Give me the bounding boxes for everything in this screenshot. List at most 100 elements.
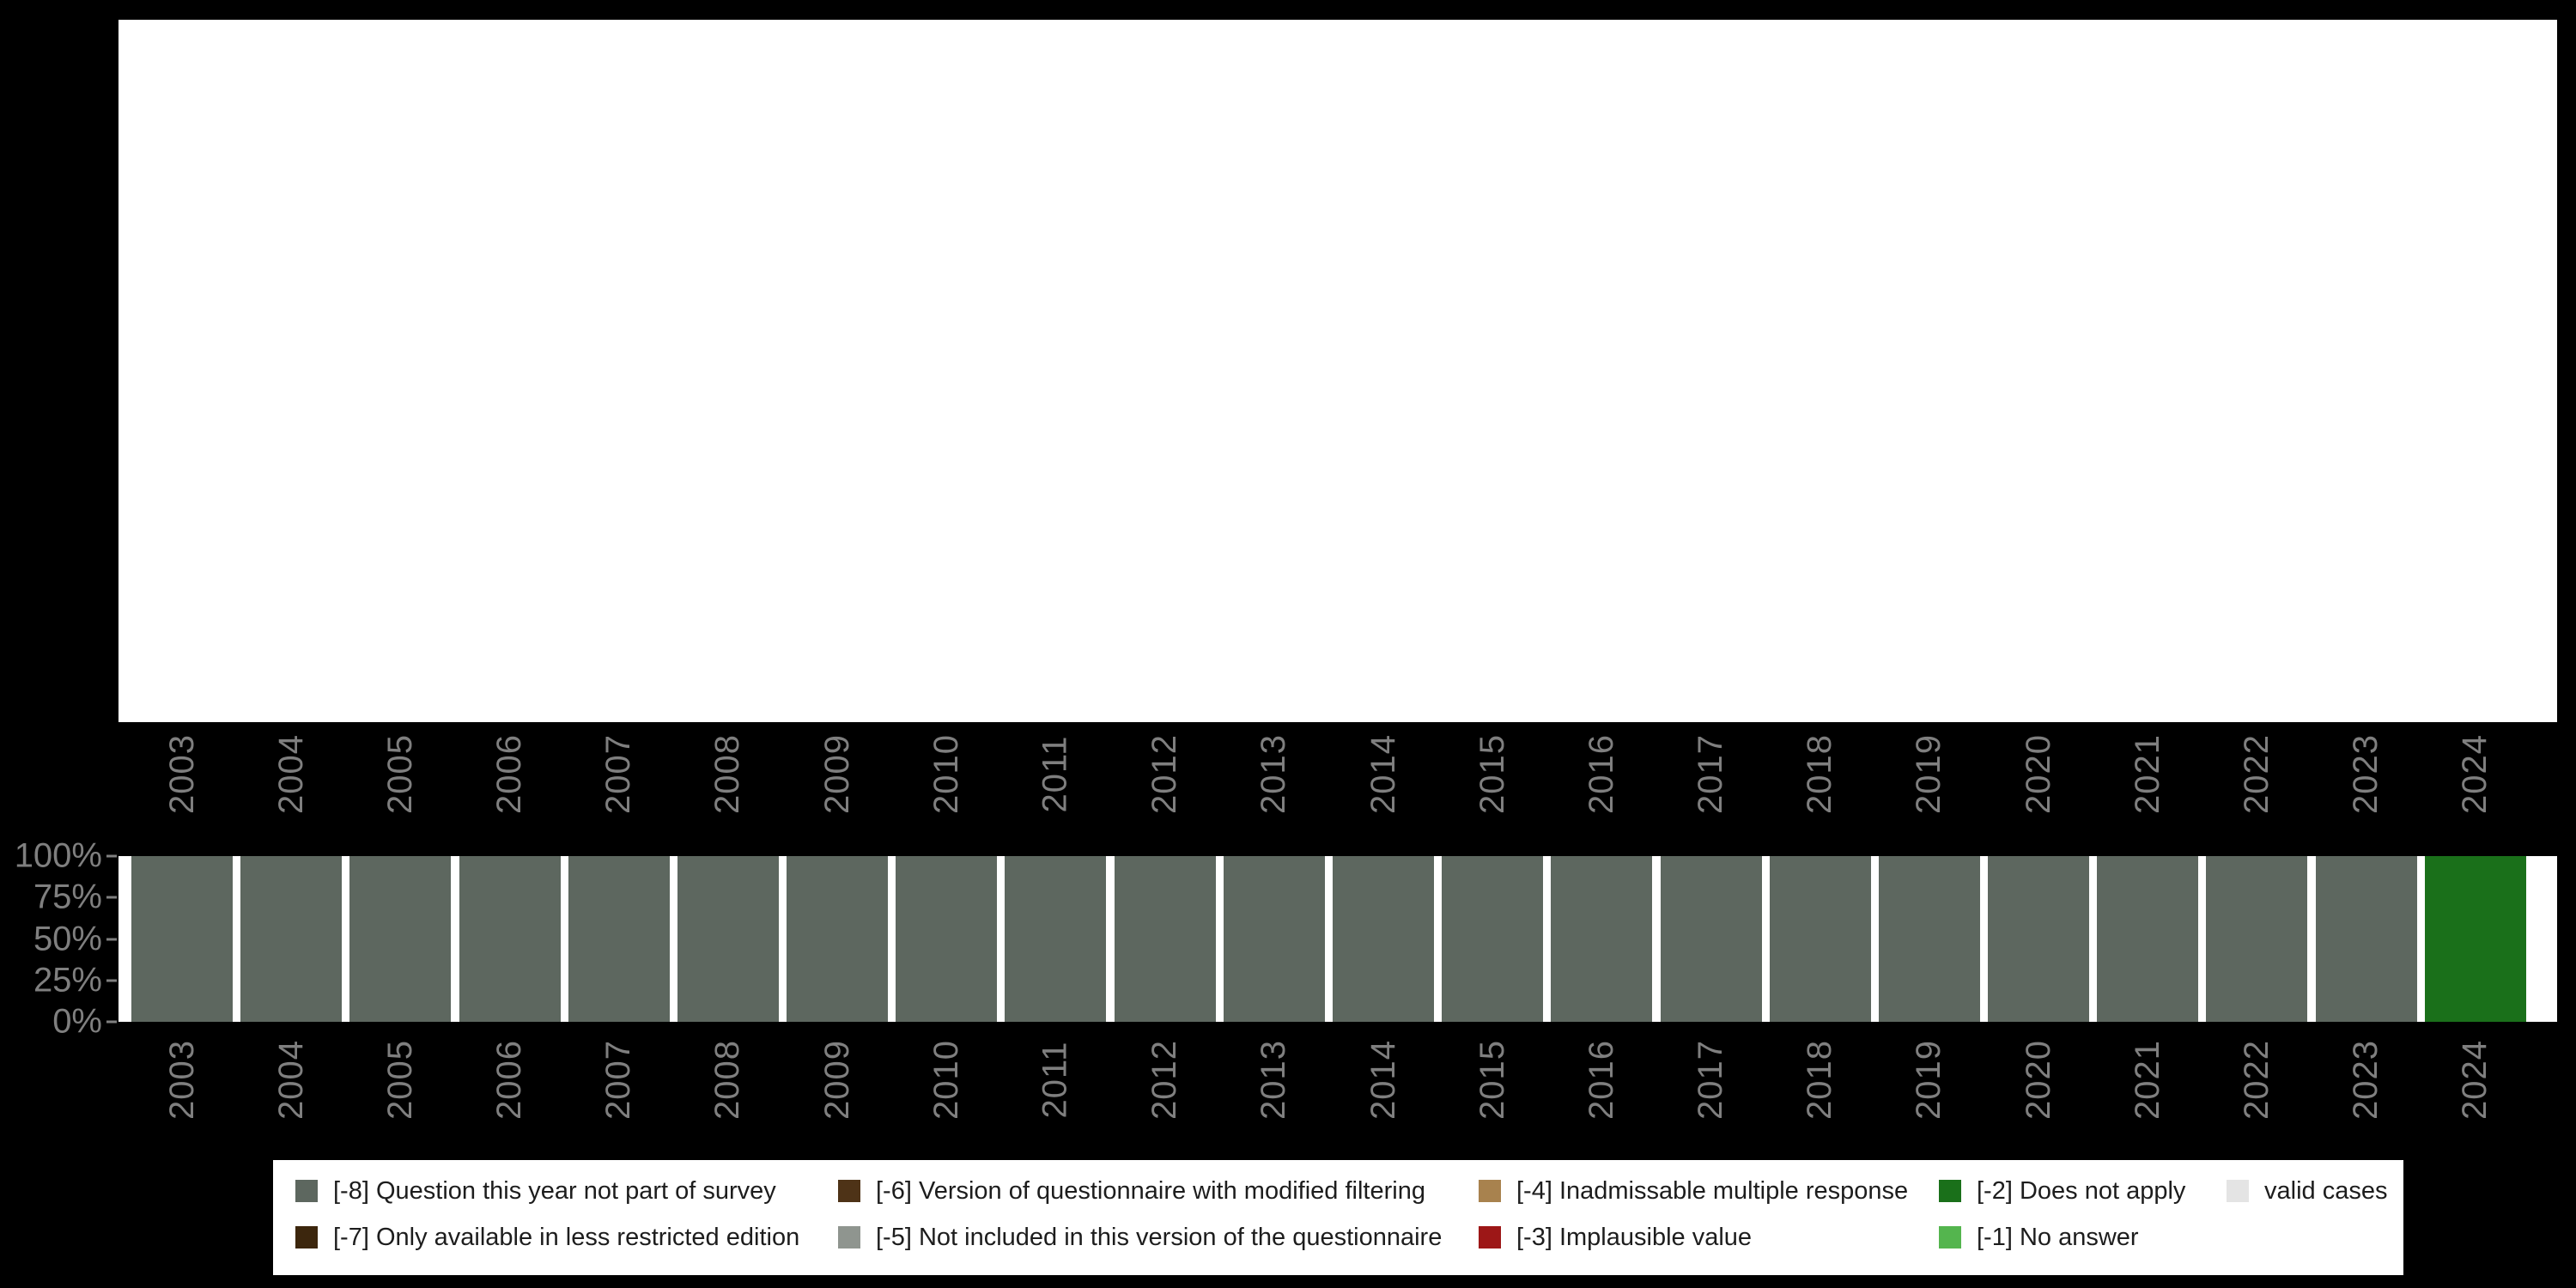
x-axis-label-text: 2015 [1473, 733, 1511, 814]
x-axis-label: 2003 [131, 729, 233, 818]
y-axis-tick-mark [106, 979, 117, 982]
bar-2012 [1114, 856, 1216, 1022]
legend-item-label: [-1] No answer [1977, 1223, 2139, 1251]
bar-2021 [2097, 856, 2199, 1022]
upper-plot-area [118, 20, 2557, 722]
y-axis-tick-mark [106, 938, 117, 940]
x-axis-label: 2022 [2206, 1035, 2307, 1124]
legend-item-label: valid cases [2264, 1176, 2388, 1205]
x-axis-label-text: 2013 [1255, 733, 1293, 814]
x-axis-label: 2014 [1333, 1035, 1434, 1124]
bar-segment [787, 856, 889, 1022]
legend-item-label: [-7] Only available in less restricted e… [333, 1223, 800, 1251]
x-axis-label-text: 2011 [1036, 734, 1074, 813]
bar-2024 [2424, 856, 2526, 1022]
x-axis-label-text: 2022 [2237, 733, 2275, 814]
bar-2017 [1660, 856, 1762, 1022]
bar-2010 [896, 856, 998, 1022]
x-axis-label: 2019 [1879, 729, 1980, 818]
legend-item-label: [-4] Inadmissable multiple response [1516, 1176, 1909, 1205]
y-axis-tick-label: 0% [52, 1002, 102, 1041]
y-axis-tick-mark [106, 854, 117, 858]
y-axis-tick-mark [106, 896, 117, 899]
x-axis-label-text: 2013 [1255, 1039, 1293, 1120]
x-axis-label: 2013 [1224, 1035, 1325, 1124]
x-axis-label: 2016 [1551, 1035, 1652, 1124]
x-axis-label-text: 2019 [1910, 1039, 1948, 1120]
bar-segment [131, 856, 233, 1022]
bar-2009 [787, 856, 889, 1022]
x-axis-label-text: 2003 [162, 733, 201, 814]
x-axis-label-text: 2005 [380, 733, 419, 814]
bar-segment [1442, 856, 1544, 1022]
x-axis-label-text: 2010 [927, 733, 965, 814]
bar-2016 [1551, 856, 1653, 1022]
x-axis-label-text: 2021 [2128, 1039, 2166, 1120]
x-axis-label-text: 2009 [817, 733, 856, 814]
bar-2006 [459, 856, 561, 1022]
x-axis-label: 2004 [240, 729, 342, 818]
legend: [-8] Question this year not part of surv… [273, 1160, 2403, 1275]
x-axis-label-text: 2011 [1036, 1040, 1074, 1119]
x-axis-label-text: 2016 [1582, 1039, 1620, 1120]
legend-item-label: [-5] Not included in this version of the… [876, 1223, 1443, 1251]
x-axis-label-text: 2006 [489, 733, 528, 814]
bar-2018 [1769, 856, 1871, 1022]
x-axis-label: 2012 [1115, 1035, 1216, 1124]
x-axis-label-text: 2015 [1473, 1039, 1511, 1120]
x-axis-label-text: 2021 [2128, 733, 2166, 814]
bar-2014 [1333, 856, 1434, 1022]
legend-item-label: [-2] Does not apply [1977, 1176, 2186, 1205]
legend-item: [-6] Version of questionnaire with modif… [838, 1176, 1425, 1206]
x-axis-label: 2004 [240, 1035, 342, 1124]
x-axis-label: 2010 [896, 1035, 997, 1124]
bar-segment [1114, 856, 1216, 1022]
legend-item: [-3] Implausible value [1479, 1223, 1752, 1252]
bar-2005 [349, 856, 452, 1022]
x-axis-label-text: 2006 [489, 1039, 528, 1120]
x-axis-label-text: 2016 [1582, 733, 1620, 814]
x-axis-label: 2005 [349, 729, 451, 818]
x-axis-label: 2023 [2316, 729, 2417, 818]
x-axis-label-text: 2003 [162, 1039, 201, 1120]
legend-color-swatch [838, 1180, 860, 1202]
bar-2015 [1442, 856, 1544, 1022]
x-axis-label: 2018 [1770, 1035, 1871, 1124]
bar-segment [1551, 856, 1653, 1022]
bar-segment [1988, 856, 2090, 1022]
bar-segment [1005, 856, 1107, 1022]
bar-segment [896, 856, 998, 1022]
bar-2011 [1005, 856, 1107, 1022]
bar-2008 [677, 856, 779, 1022]
bar-segment [568, 856, 670, 1022]
bar-plot-area [118, 856, 2557, 1022]
x-axis-label: 2012 [1115, 729, 1216, 818]
x-axis-label: 2023 [2316, 1035, 2417, 1124]
x-axis-label-text: 2009 [817, 1039, 856, 1120]
bar-segment [2315, 856, 2417, 1022]
bar-segment [349, 856, 452, 1022]
bar-2004 [240, 856, 343, 1022]
x-axis-label: 2016 [1551, 729, 1652, 818]
x-axis-label: 2013 [1224, 729, 1325, 818]
x-axis-label-text: 2014 [1364, 733, 1402, 814]
x-axis-label-text: 2018 [1801, 733, 1839, 814]
legend-item: [-4] Inadmissable multiple response [1479, 1176, 1908, 1206]
x-axis-label: 2014 [1333, 729, 1434, 818]
x-axis-label: 2022 [2206, 729, 2307, 818]
x-axis-labels-bottom: 2003 2004 2005 2006 2007 2008 2009 2010 2011 2012… [0, 1035, 2576, 1124]
bar-segment [240, 856, 343, 1022]
x-axis-label: 2024 [2425, 729, 2526, 818]
bar-2019 [1878, 856, 1980, 1022]
x-axis-label: 2019 [1879, 1035, 1980, 1124]
bar-segment [2424, 856, 2526, 1022]
x-axis-label: 2005 [349, 1035, 451, 1124]
bar-segment [459, 856, 561, 1022]
x-axis-label: 2008 [677, 729, 779, 818]
legend-color-swatch [2227, 1180, 2249, 1202]
bar-segment [2206, 856, 2308, 1022]
bar-2020 [1988, 856, 2090, 1022]
bar-segment [1878, 856, 1980, 1022]
x-axis-label: 2020 [1988, 1035, 2089, 1124]
